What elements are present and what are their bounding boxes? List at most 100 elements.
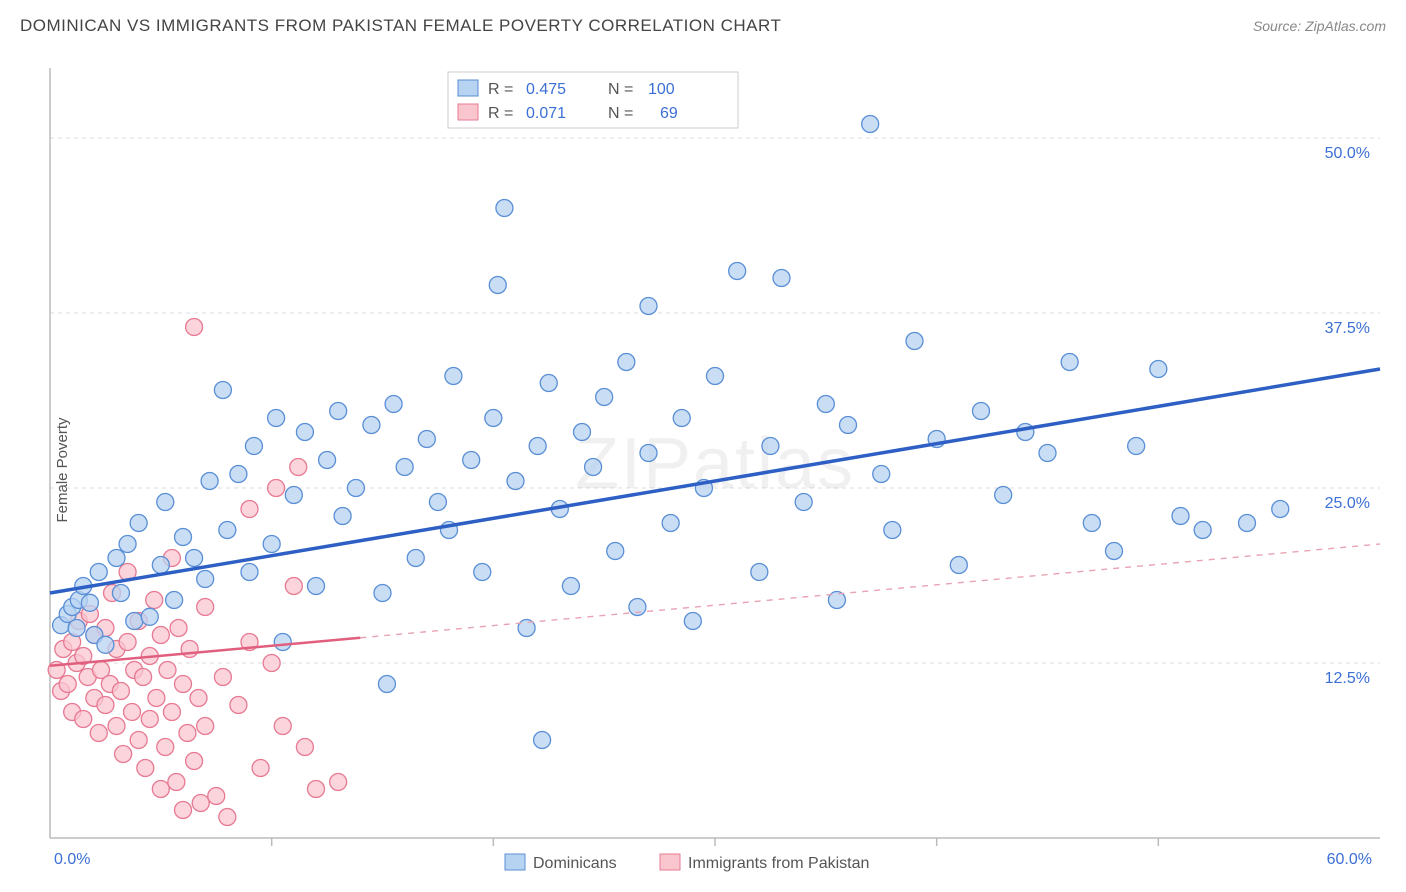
- data-point-pakistan: [330, 774, 347, 791]
- data-point-dominican: [108, 550, 125, 567]
- data-point-dominican: [1172, 508, 1189, 525]
- data-point-pakistan: [159, 662, 176, 679]
- data-point-dominican: [445, 368, 462, 385]
- data-point-dominican: [378, 676, 395, 693]
- data-point-pakistan: [214, 669, 231, 686]
- stats-n-dominican: 100: [648, 81, 675, 98]
- data-point-dominican: [308, 578, 325, 595]
- data-point-dominican: [396, 459, 413, 476]
- data-point-dominican: [429, 494, 446, 511]
- data-point-dominican: [673, 410, 690, 427]
- data-point-pakistan: [112, 683, 129, 700]
- data-point-pakistan: [197, 599, 214, 616]
- data-point-dominican: [90, 564, 107, 581]
- data-point-dominican: [418, 431, 435, 448]
- data-point-dominican: [1039, 445, 1056, 462]
- data-point-pakistan: [192, 795, 209, 812]
- data-point-dominican: [130, 515, 147, 532]
- data-point-pakistan: [274, 718, 291, 735]
- data-point-pakistan: [230, 697, 247, 714]
- data-point-dominican: [534, 732, 551, 749]
- legend-label-pakistan: Immigrants from Pakistan: [688, 855, 869, 872]
- data-point-dominican: [973, 403, 990, 420]
- stats-n-pakistan: 69: [660, 105, 678, 122]
- data-point-pakistan: [208, 788, 225, 805]
- data-point-dominican: [795, 494, 812, 511]
- stats-r-pakistan: 0.071: [526, 105, 566, 122]
- data-point-pakistan: [146, 592, 163, 609]
- data-point-pakistan: [119, 634, 136, 651]
- data-point-dominican: [201, 473, 218, 490]
- stats-swatch-dominican: [458, 80, 478, 96]
- data-point-dominican: [268, 410, 285, 427]
- data-point-pakistan: [108, 718, 125, 735]
- trendline-dominican: [50, 369, 1380, 593]
- source-attribution: Source: ZipAtlas.com: [1253, 18, 1386, 34]
- data-point-dominican: [489, 277, 506, 294]
- data-point-dominican: [562, 578, 579, 595]
- stats-n-label: N =: [608, 105, 633, 122]
- data-point-dominican: [585, 459, 602, 476]
- data-point-dominican: [285, 487, 302, 504]
- data-point-dominican: [330, 403, 347, 420]
- data-point-dominican: [175, 529, 192, 546]
- data-point-pakistan: [168, 774, 185, 791]
- data-point-dominican: [463, 452, 480, 469]
- data-point-pakistan: [241, 501, 258, 518]
- data-point-dominican: [157, 494, 174, 511]
- data-point-pakistan: [296, 739, 313, 756]
- data-point-dominican: [1239, 515, 1256, 532]
- data-point-dominican: [230, 466, 247, 483]
- data-point-dominican: [1106, 543, 1123, 560]
- data-point-dominican: [607, 543, 624, 560]
- data-point-pakistan: [90, 725, 107, 742]
- data-point-dominican: [862, 116, 879, 133]
- data-point-dominican: [166, 592, 183, 609]
- data-point-dominican: [1083, 515, 1100, 532]
- data-point-pakistan: [59, 676, 76, 693]
- data-point-dominican: [873, 466, 890, 483]
- data-point-pakistan: [263, 655, 280, 672]
- data-point-dominican: [112, 585, 129, 602]
- scatter-chart: 12.5%25.0%37.5%50.0%ZIPatlasR =0.475N =1…: [0, 48, 1406, 892]
- data-point-dominican: [1194, 522, 1211, 539]
- data-point-dominican: [662, 515, 679, 532]
- data-point-dominican: [596, 389, 613, 406]
- data-point-dominican: [347, 480, 364, 497]
- data-point-dominican: [729, 263, 746, 280]
- data-point-pakistan: [252, 760, 269, 777]
- data-point-dominican: [762, 438, 779, 455]
- data-point-dominican: [374, 585, 391, 602]
- data-point-dominican: [884, 522, 901, 539]
- data-point-pakistan: [175, 802, 192, 819]
- chart-area: Female Poverty 12.5%25.0%37.5%50.0%ZIPat…: [0, 48, 1406, 892]
- chart-title: DOMINICAN VS IMMIGRANTS FROM PAKISTAN FE…: [20, 16, 781, 36]
- data-point-dominican: [485, 410, 502, 427]
- stats-r-label: R =: [488, 105, 513, 122]
- data-point-dominican: [773, 270, 790, 287]
- data-point-dominican: [319, 452, 336, 469]
- data-point-pakistan: [175, 676, 192, 693]
- data-point-dominican: [407, 550, 424, 567]
- data-point-pakistan: [290, 459, 307, 476]
- data-point-dominican: [214, 382, 231, 399]
- data-point-dominican: [540, 375, 557, 392]
- x-min-label: 0.0%: [54, 851, 90, 868]
- data-point-dominican: [474, 564, 491, 581]
- data-point-dominican: [529, 438, 546, 455]
- data-point-dominican: [1150, 361, 1167, 378]
- data-point-pakistan: [163, 704, 180, 721]
- data-point-pakistan: [308, 781, 325, 798]
- data-point-pakistan: [141, 711, 158, 728]
- data-point-dominican: [296, 424, 313, 441]
- data-point-pakistan: [157, 739, 174, 756]
- data-point-dominican: [840, 417, 857, 434]
- data-point-dominican: [640, 298, 657, 315]
- data-point-dominican: [1272, 501, 1289, 518]
- data-point-dominican: [707, 368, 724, 385]
- data-point-dominican: [496, 200, 513, 217]
- data-point-dominican: [950, 557, 967, 574]
- data-point-pakistan: [148, 690, 165, 707]
- data-point-dominican: [274, 634, 291, 651]
- data-point-dominican: [618, 354, 635, 371]
